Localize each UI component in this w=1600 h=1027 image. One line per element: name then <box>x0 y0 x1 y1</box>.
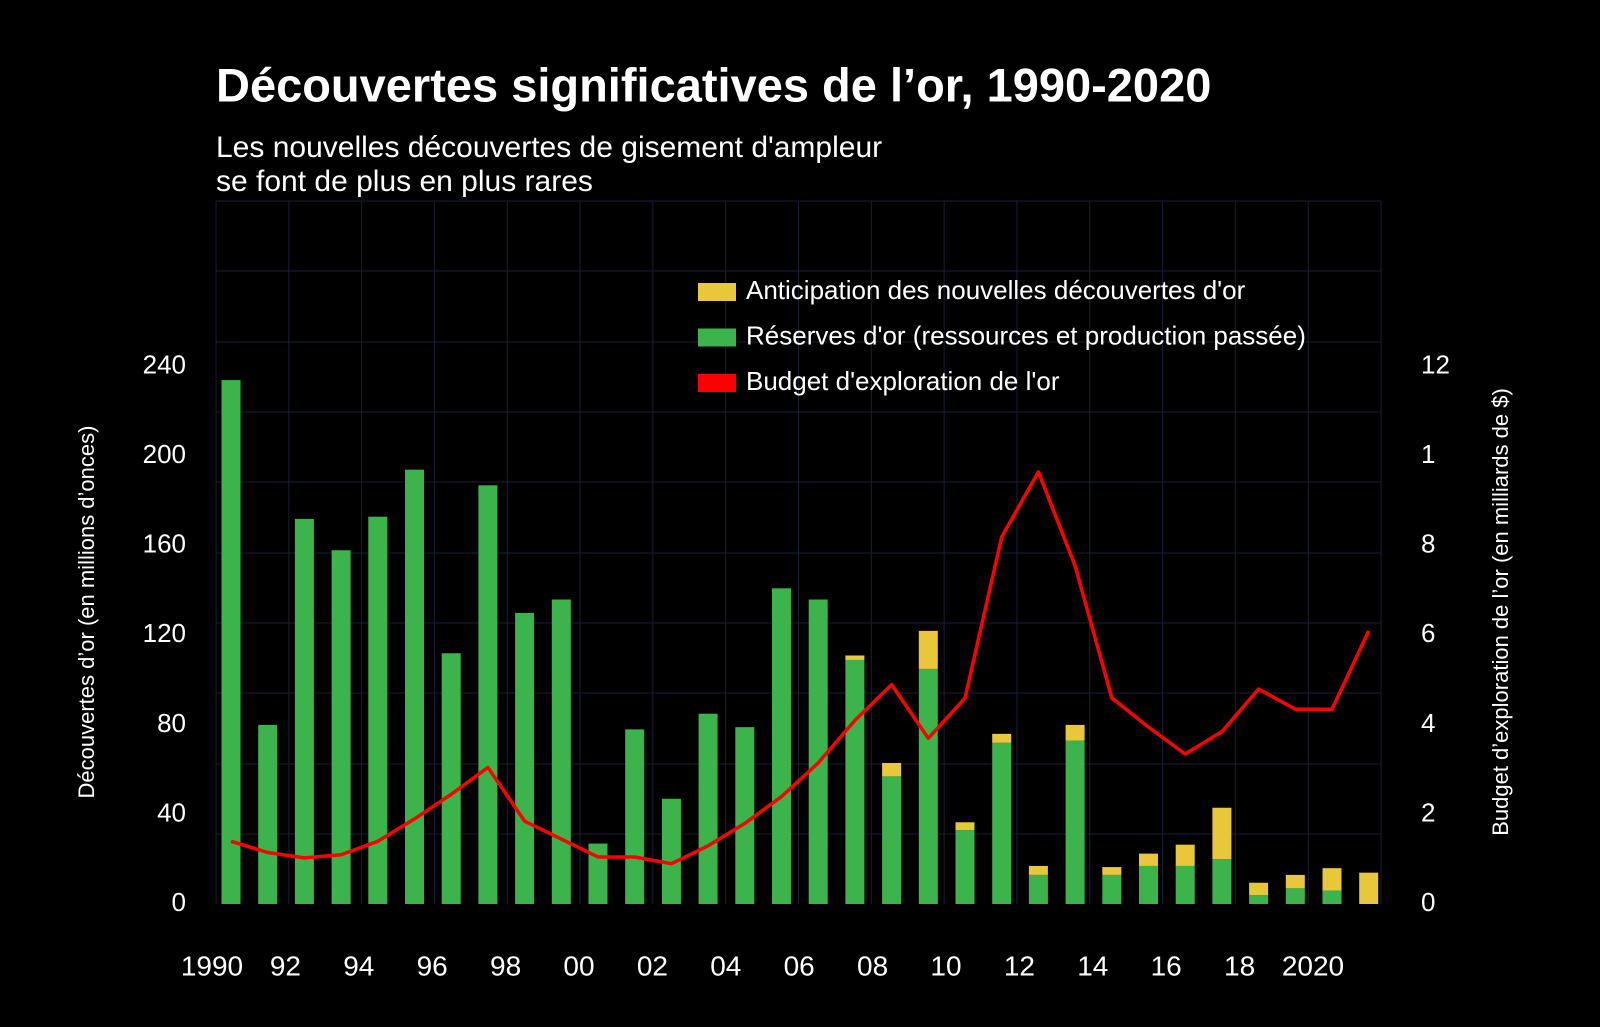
x-tick-label: 04 <box>710 950 741 981</box>
bar <box>845 659 865 904</box>
y2-tick-label: 0 <box>1421 887 1435 917</box>
x-tick-label: 02 <box>637 950 668 981</box>
bar <box>808 599 828 904</box>
legend-swatch <box>698 374 736 392</box>
bar <box>955 830 975 904</box>
legend-swatch <box>698 328 736 347</box>
line <box>230 470 1371 866</box>
x-tick-label: 06 <box>784 950 815 981</box>
bar <box>1102 867 1122 875</box>
bar <box>772 588 791 904</box>
x-tick-label: 16 <box>1151 950 1182 981</box>
bar <box>735 727 755 904</box>
bar <box>1322 890 1342 904</box>
bar <box>294 518 314 904</box>
bar <box>1285 874 1305 889</box>
x-tick-label: 08 <box>857 950 888 981</box>
bar <box>1065 740 1085 904</box>
bar <box>882 762 902 777</box>
bar <box>515 612 535 904</box>
bar <box>551 599 571 904</box>
legend-label: Budget d'exploration de l'or <box>746 366 1060 396</box>
bar <box>1249 882 1269 896</box>
x-tick-label: 98 <box>490 950 521 981</box>
bar <box>258 724 278 904</box>
y2-tick-label: 1 <box>1421 439 1435 469</box>
bar <box>331 550 351 904</box>
bar <box>1028 874 1048 904</box>
y-tick-label: 160 <box>143 529 186 559</box>
bar <box>1359 872 1379 904</box>
y-tick-label: 80 <box>157 708 186 738</box>
chart-subtitle: Les nouvelles découvertes de gisement d'… <box>216 131 882 164</box>
y-axis-title: Découvertes d’or (en millions d’onces) <box>74 426 99 799</box>
x-tick-label: 1990 <box>181 950 243 981</box>
bar <box>1065 724 1085 741</box>
bar <box>661 798 681 904</box>
bar <box>441 653 461 904</box>
bar <box>625 729 645 904</box>
bar <box>882 776 902 904</box>
bar <box>698 713 718 904</box>
x-tick-label: 00 <box>563 950 594 981</box>
x-tick-label: 96 <box>417 950 448 981</box>
bar <box>992 733 1012 743</box>
y-tick-label: 200 <box>143 439 186 469</box>
bar <box>992 742 1012 904</box>
bar <box>1028 865 1048 875</box>
bar <box>1139 865 1158 904</box>
bar <box>1175 865 1195 904</box>
bar <box>405 469 424 904</box>
legend-label: Réserves d'or (ressources et production … <box>746 320 1306 350</box>
bar <box>221 380 241 904</box>
y2-axis-title: Budget d’exploration de l’or (en milliar… <box>1488 388 1513 836</box>
x-tick-label: 18 <box>1224 950 1255 981</box>
chart-subtitle: se font de plus en plus rares <box>216 165 593 198</box>
x-tick-label: 14 <box>1077 950 1108 981</box>
legend-swatch <box>698 283 736 301</box>
bar <box>1249 895 1269 904</box>
y-tick-label: 120 <box>143 618 186 648</box>
y2-tick-label: 8 <box>1421 529 1435 559</box>
x-tick-label: 92 <box>270 950 301 981</box>
bar <box>918 630 938 669</box>
y2-tick-label: 2 <box>1421 797 1435 827</box>
bar <box>1322 868 1342 891</box>
chart-title: Découvertes significatives de l’or, 1990… <box>216 58 1211 111</box>
bar <box>368 516 388 904</box>
x-tick-label: 10 <box>930 950 961 981</box>
bar <box>1139 853 1158 866</box>
y2-tick-label: 6 <box>1421 618 1435 648</box>
legend-label: Anticipation des nouvelles découvertes d… <box>746 275 1246 305</box>
bar <box>1175 844 1195 866</box>
bar <box>1212 859 1232 904</box>
bar <box>918 668 938 904</box>
x-tick-label: 94 <box>343 950 374 981</box>
bar <box>1102 874 1122 904</box>
x-tick-label: 12 <box>1004 950 1035 981</box>
bar <box>845 655 865 660</box>
bar <box>955 822 975 831</box>
bar <box>1212 807 1232 860</box>
bar <box>1285 888 1305 904</box>
x-tick-label: 2020 <box>1282 950 1344 981</box>
y2-tick-label: 4 <box>1421 708 1435 738</box>
y2-tick-label: 12 <box>1421 350 1450 380</box>
y-tick-label: 240 <box>143 350 186 380</box>
bar <box>478 485 498 904</box>
y-tick-label: 0 <box>172 887 186 917</box>
y-tick-label: 40 <box>157 797 186 827</box>
